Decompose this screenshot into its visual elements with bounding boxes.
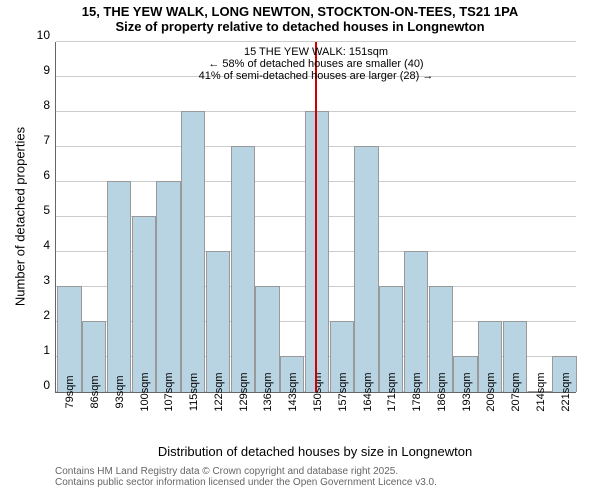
- x-tick-label: 221sqm: [556, 372, 572, 411]
- x-tick-label: 129sqm: [234, 372, 250, 411]
- histogram-bar: [156, 181, 180, 392]
- y-tick-label: 5: [43, 203, 56, 217]
- x-tick-label: 157sqm: [333, 372, 349, 411]
- footer-line2: Contains public sector information licen…: [55, 477, 437, 488]
- y-tick-label: 6: [43, 168, 56, 182]
- x-tick-label: 107sqm: [159, 372, 175, 411]
- x-tick-label: 86sqm: [85, 375, 101, 408]
- annotation-line2: ← 58% of detached houses are smaller (40…: [196, 58, 436, 70]
- marker-annotation: 15 THE YEW WALK: 151sqm← 58% of detached…: [196, 46, 436, 82]
- histogram-bar: [206, 251, 230, 392]
- x-tick-label: 115sqm: [184, 373, 200, 411]
- x-tick-label: 122sqm: [209, 372, 225, 411]
- x-tick-label: 100sqm: [135, 372, 151, 411]
- footer-line1: Contains HM Land Registry data © Crown c…: [55, 466, 437, 477]
- annotation-line1: 15 THE YEW WALK: 151sqm: [196, 46, 436, 58]
- y-tick-label: 10: [37, 28, 56, 42]
- x-tick-label: 193sqm: [457, 372, 473, 411]
- y-tick-label: 9: [43, 63, 56, 77]
- y-tick-label: 1: [43, 343, 56, 357]
- x-tick-label: 79sqm: [60, 375, 76, 408]
- x-tick-label: 143sqm: [283, 372, 299, 411]
- histogram-bar: [107, 181, 131, 392]
- histogram-bar: [181, 111, 205, 392]
- annotation-line3: 41% of semi-detached houses are larger (…: [196, 70, 436, 82]
- histogram-bar: [404, 251, 428, 392]
- chart-container: 15, THE YEW WALK, LONG NEWTON, STOCKTON-…: [0, 0, 600, 500]
- footer-attribution: Contains HM Land Registry data © Crown c…: [55, 466, 437, 488]
- y-tick-label: 7: [43, 133, 56, 147]
- title-line1: 15, THE YEW WALK, LONG NEWTON, STOCKTON-…: [0, 0, 600, 19]
- y-tick-label: 4: [43, 238, 56, 252]
- title-line2: Size of property relative to detached ho…: [0, 19, 600, 34]
- x-tick-label: 93sqm: [110, 375, 126, 408]
- x-axis-label: Distribution of detached houses by size …: [55, 444, 575, 459]
- y-tick-label: 2: [43, 308, 56, 322]
- y-tick-label: 0: [43, 378, 56, 392]
- highlight-marker-line: [315, 42, 317, 392]
- x-tick-label: 214sqm: [531, 372, 547, 411]
- x-tick-label: 164sqm: [358, 372, 374, 411]
- x-tick-label: 136sqm: [258, 372, 274, 411]
- histogram-bar: [132, 216, 156, 392]
- x-tick-label: 178sqm: [407, 372, 423, 411]
- plot-area: 01234567891079sqm86sqm93sqm100sqm107sqm1…: [55, 42, 576, 393]
- x-tick-label: 207sqm: [506, 372, 522, 411]
- y-axis-label: Number of detached properties: [13, 117, 28, 317]
- histogram-bar: [231, 146, 255, 392]
- y-tick-label: 8: [43, 98, 56, 112]
- x-tick-label: 171sqm: [382, 372, 398, 411]
- y-tick-label: 3: [43, 273, 56, 287]
- x-tick-label: 186sqm: [432, 372, 448, 411]
- histogram-bar: [354, 146, 378, 392]
- x-tick-label: 200sqm: [481, 372, 497, 411]
